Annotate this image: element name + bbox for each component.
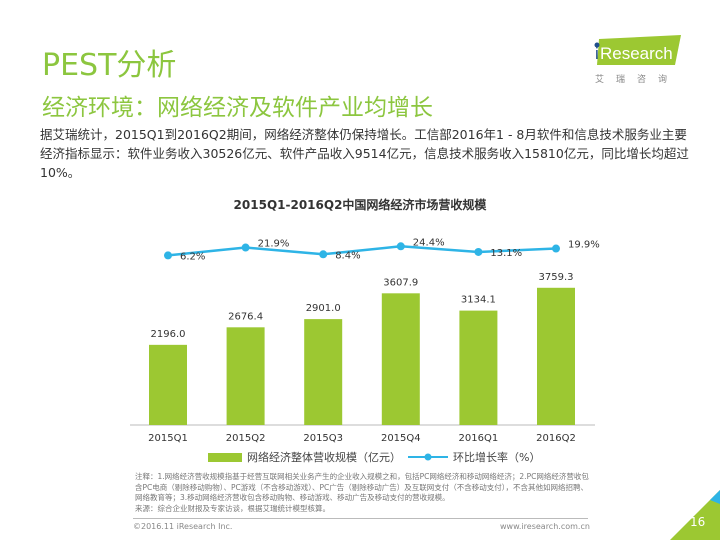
page-number: 16 <box>690 515 706 529</box>
bar-value-label: 3759.3 <box>539 272 574 283</box>
iresearch-logo: Research i <box>594 35 681 65</box>
svg-text:Research: Research <box>600 44 673 63</box>
bar-value-label: 2676.4 <box>228 311 263 322</box>
bar-value-label: 3607.9 <box>383 277 418 288</box>
legend-bar-label: 网络经济整体营收规模（亿元） <box>247 451 401 464</box>
growth-point <box>396 242 405 251</box>
growth-point <box>241 243 250 252</box>
growth-label: 6.2% <box>180 251 205 262</box>
x-tick-label: 2015Q4 <box>381 433 421 444</box>
source-text: 来源：综合企业财报及专家访谈，根据艾瑞统计模型核算。 <box>135 503 330 513</box>
growth-point <box>164 251 172 260</box>
x-tick-label: 2015Q1 <box>148 433 188 444</box>
notes-text: 注释：1.网络经济营收规模指基于经营互联网相关业务产生的企业收入规模之和，包括P… <box>135 472 589 502</box>
x-tick-label: 2016Q1 <box>459 433 499 444</box>
legend-bar-swatch <box>208 452 242 462</box>
logo-subtitle: 艾瑞咨询 <box>595 75 680 85</box>
bar-value-label: 2196.0 <box>151 329 186 340</box>
growth-label: 13.1% <box>490 248 522 259</box>
growth-line <box>167 245 557 257</box>
bar <box>381 293 420 425</box>
website: www.iresearch.com.cn <box>500 522 590 531</box>
bar <box>226 327 265 425</box>
chart-title: 2015Q1-2016Q2中国网络经济市场营收规模 <box>233 198 487 212</box>
svg-text:i: i <box>595 44 599 63</box>
copyright: ©2016.11 iResearch Inc. <box>133 522 233 531</box>
page-corner <box>670 490 720 540</box>
bar <box>149 344 187 425</box>
page-title: PEST分析 <box>42 48 177 83</box>
bar <box>537 287 575 425</box>
growth-label: 21.9% <box>258 239 290 250</box>
page-subtitle: 经济环境：网络经济及软件产业均增长 <box>42 95 433 121</box>
bar <box>459 310 498 425</box>
growth-point <box>474 247 483 256</box>
bar-value-label: 3134.1 <box>461 295 496 306</box>
footer-divider <box>133 518 588 519</box>
growth-label: 8.4% <box>335 250 360 261</box>
legend-bar: 网络经济整体营收规模（亿元） <box>208 449 401 465</box>
x-tick-label: 2016Q2 <box>536 433 576 444</box>
growth-point <box>319 250 328 259</box>
notes: 注释：1.网络经济营收规模指基于经营互联网相关业务产生的企业收入规模之和，包括P… <box>135 472 595 514</box>
x-tick-label: 2015Q2 <box>226 433 266 444</box>
legend-line-label: 环比增长率（%） <box>453 451 541 464</box>
x-tick-label: 2015Q3 <box>303 433 343 444</box>
legend-line-swatch <box>408 453 448 461</box>
growth-point <box>552 244 560 253</box>
bar <box>304 319 343 425</box>
growth-label: 24.4% <box>413 237 445 248</box>
intro-text: 据艾瑞统计，2015Q1到2016Q2期间，网络经济整体仍保持增长。工信部201… <box>40 127 689 180</box>
bar-value-label: 2901.0 <box>306 303 341 314</box>
growth-label: 19.9% <box>568 240 600 251</box>
legend-line: 环比增长率（%） <box>408 449 540 465</box>
